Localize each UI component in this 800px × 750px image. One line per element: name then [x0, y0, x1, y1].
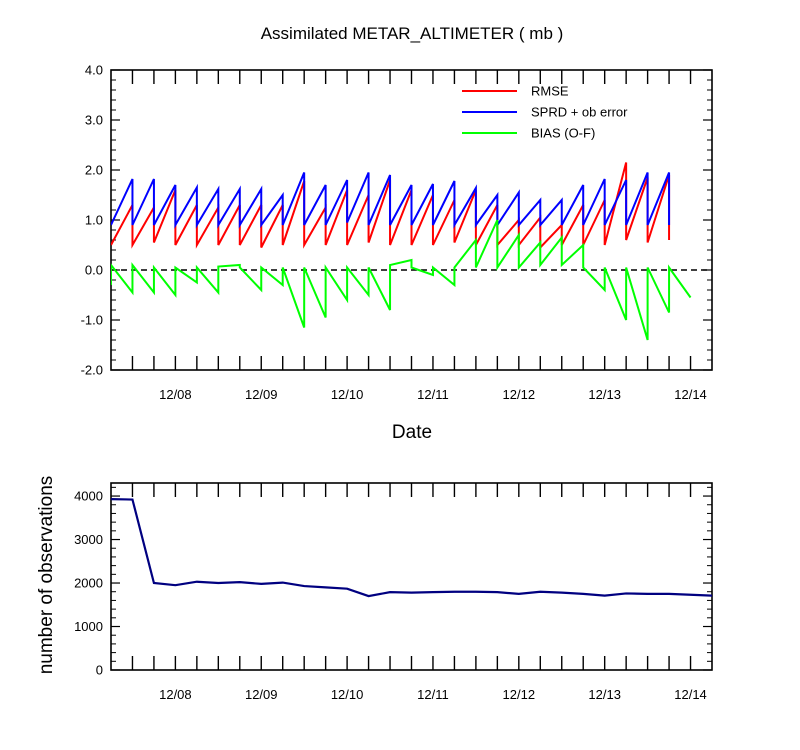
top-x-tick-label: 12/13	[588, 387, 621, 402]
bottom-plot-frame	[110, 482, 713, 671]
bottom-x-tick-label: 12/10	[331, 687, 364, 702]
legend-entry-2: BIAS (O-F)	[531, 126, 595, 141]
observations-plot: 0 1000 2000 3000 4000 12/08 12/09 12/10 12/11 12/…	[74, 482, 713, 702]
y-axis-title-observations: number of observations	[36, 476, 57, 675]
chart-title: Assimilated METAR_ALTIMETER ( mb )	[261, 24, 564, 43]
top-x-tick-label: 12/11	[417, 387, 449, 402]
series-observations	[111, 497, 712, 598]
bottom-y-tick-label: 4000	[74, 489, 103, 504]
series-sprd-ob-error	[111, 172, 671, 229]
top-y-tick-label: 2.0	[85, 163, 103, 178]
bottom-x-tick-label: 12/08	[159, 687, 192, 702]
series-bias-o-f	[111, 219, 692, 341]
top-x-tick-label: 12/12	[503, 387, 536, 402]
bottom-y-tick-label: 0	[96, 663, 103, 678]
top-y-tick-label: 0.0	[85, 263, 103, 278]
bias-rmse-plot: -2.0 -1.0 0.0 1.0 2.0 3.0 4.0 12/08 12/09 12/10 12…	[81, 63, 713, 402]
top-y-tick-label: 3.0	[85, 113, 103, 128]
top-x-tick-label: 12/14	[674, 387, 707, 402]
bottom-x-tick-label: 12/11	[417, 687, 449, 702]
top-x-tick-label: 12/08	[159, 387, 192, 402]
legend-entry-1: SPRD + ob error	[531, 105, 628, 120]
top-y-tick-label: 4.0	[85, 63, 103, 78]
chart-legend: RMSE SPRD + ob error BIAS (O-F)	[462, 84, 628, 141]
top-y-tick-label: -1.0	[81, 313, 103, 328]
bottom-x-tick-label: 12/09	[245, 687, 278, 702]
bottom-x-tick-label: 12/13	[588, 687, 621, 702]
top-x-tick-label: 12/10	[331, 387, 364, 402]
x-axis-title: Date	[392, 422, 432, 443]
top-y-tick-label: -2.0	[81, 363, 103, 378]
bottom-y-tick-label: 2000	[74, 576, 103, 591]
bottom-x-tick-label: 12/14	[674, 687, 707, 702]
bottom-x-tick-label: 12/12	[503, 687, 536, 702]
top-x-tick-label: 12/09	[245, 387, 278, 402]
bottom-y-tick-label: 3000	[74, 532, 103, 547]
top-y-tick-label: 1.0	[85, 213, 103, 228]
bottom-y-tick-label: 1000	[74, 619, 103, 634]
legend-entry-0: RMSE	[531, 84, 569, 99]
